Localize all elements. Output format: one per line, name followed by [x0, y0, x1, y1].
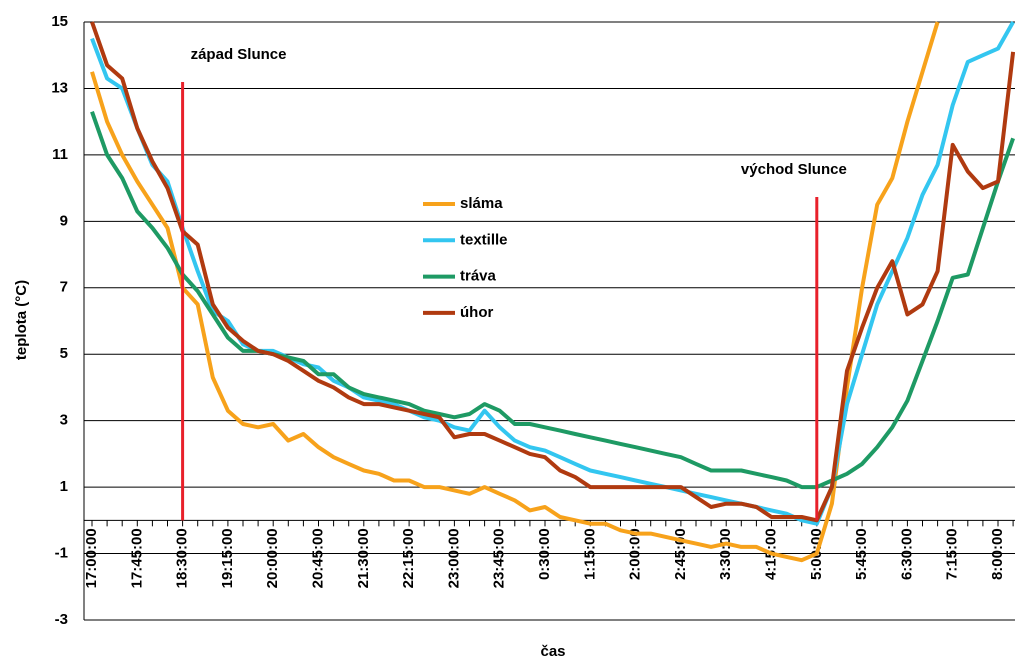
- x-tick-label: 23:00:00: [445, 528, 462, 588]
- x-tick-label: 22:15:00: [400, 528, 417, 588]
- legend-label: sláma: [460, 195, 503, 212]
- x-tick-label: 21:30:00: [355, 528, 372, 588]
- y-tick-label: 15: [51, 13, 68, 30]
- x-tick-label: 0:30:00: [536, 528, 553, 580]
- y-tick-label: 11: [52, 146, 68, 163]
- legend-label: úhor: [460, 304, 493, 321]
- legend-label: textille: [460, 231, 508, 248]
- y-tick-label: 3: [60, 412, 68, 429]
- y-tick-label: 5: [60, 345, 68, 362]
- y-tick-label: 9: [60, 212, 68, 229]
- y-tick-label: 13: [51, 79, 68, 96]
- y-tick-label: -3: [55, 611, 68, 628]
- x-axis-label: čas: [540, 643, 565, 660]
- x-tick-label: 2:45:00: [672, 528, 689, 580]
- y-axis-label: teplota (°C): [13, 280, 30, 360]
- x-tick-label: 19:15:00: [219, 528, 236, 588]
- x-tick-label: 23:45:00: [491, 528, 508, 588]
- series-line: [90, 21, 1015, 526]
- x-tick-label: 18:30:00: [174, 528, 191, 588]
- x-tick-label: 20:00:00: [264, 528, 281, 588]
- series-line: [90, 21, 940, 563]
- x-tick-label: 7:15:00: [944, 528, 961, 580]
- x-tick-label: 20:45:00: [309, 528, 326, 588]
- x-tick-label: 3:30:00: [717, 528, 734, 580]
- x-tick-label: 6:30:00: [898, 528, 915, 580]
- x-tick-label: 2:00:00: [627, 528, 644, 580]
- y-tick-label: -1: [55, 545, 68, 562]
- x-tick-label: 8:00:00: [989, 528, 1006, 580]
- y-tick-label: 1: [60, 478, 68, 495]
- legend-label: tráva: [460, 268, 497, 285]
- y-tick-label: 7: [60, 279, 68, 296]
- x-tick-label: 17:00:00: [83, 528, 100, 588]
- series-line: [90, 21, 1015, 523]
- x-tick-label: 5:45:00: [853, 528, 870, 580]
- series-line: [90, 111, 1015, 490]
- x-tick-label: 1:15:00: [581, 528, 598, 580]
- x-tick-label: 17:45:00: [128, 528, 145, 588]
- annotation-text: západ Slunce: [191, 46, 287, 63]
- annotation-text: východ Slunce: [741, 161, 847, 178]
